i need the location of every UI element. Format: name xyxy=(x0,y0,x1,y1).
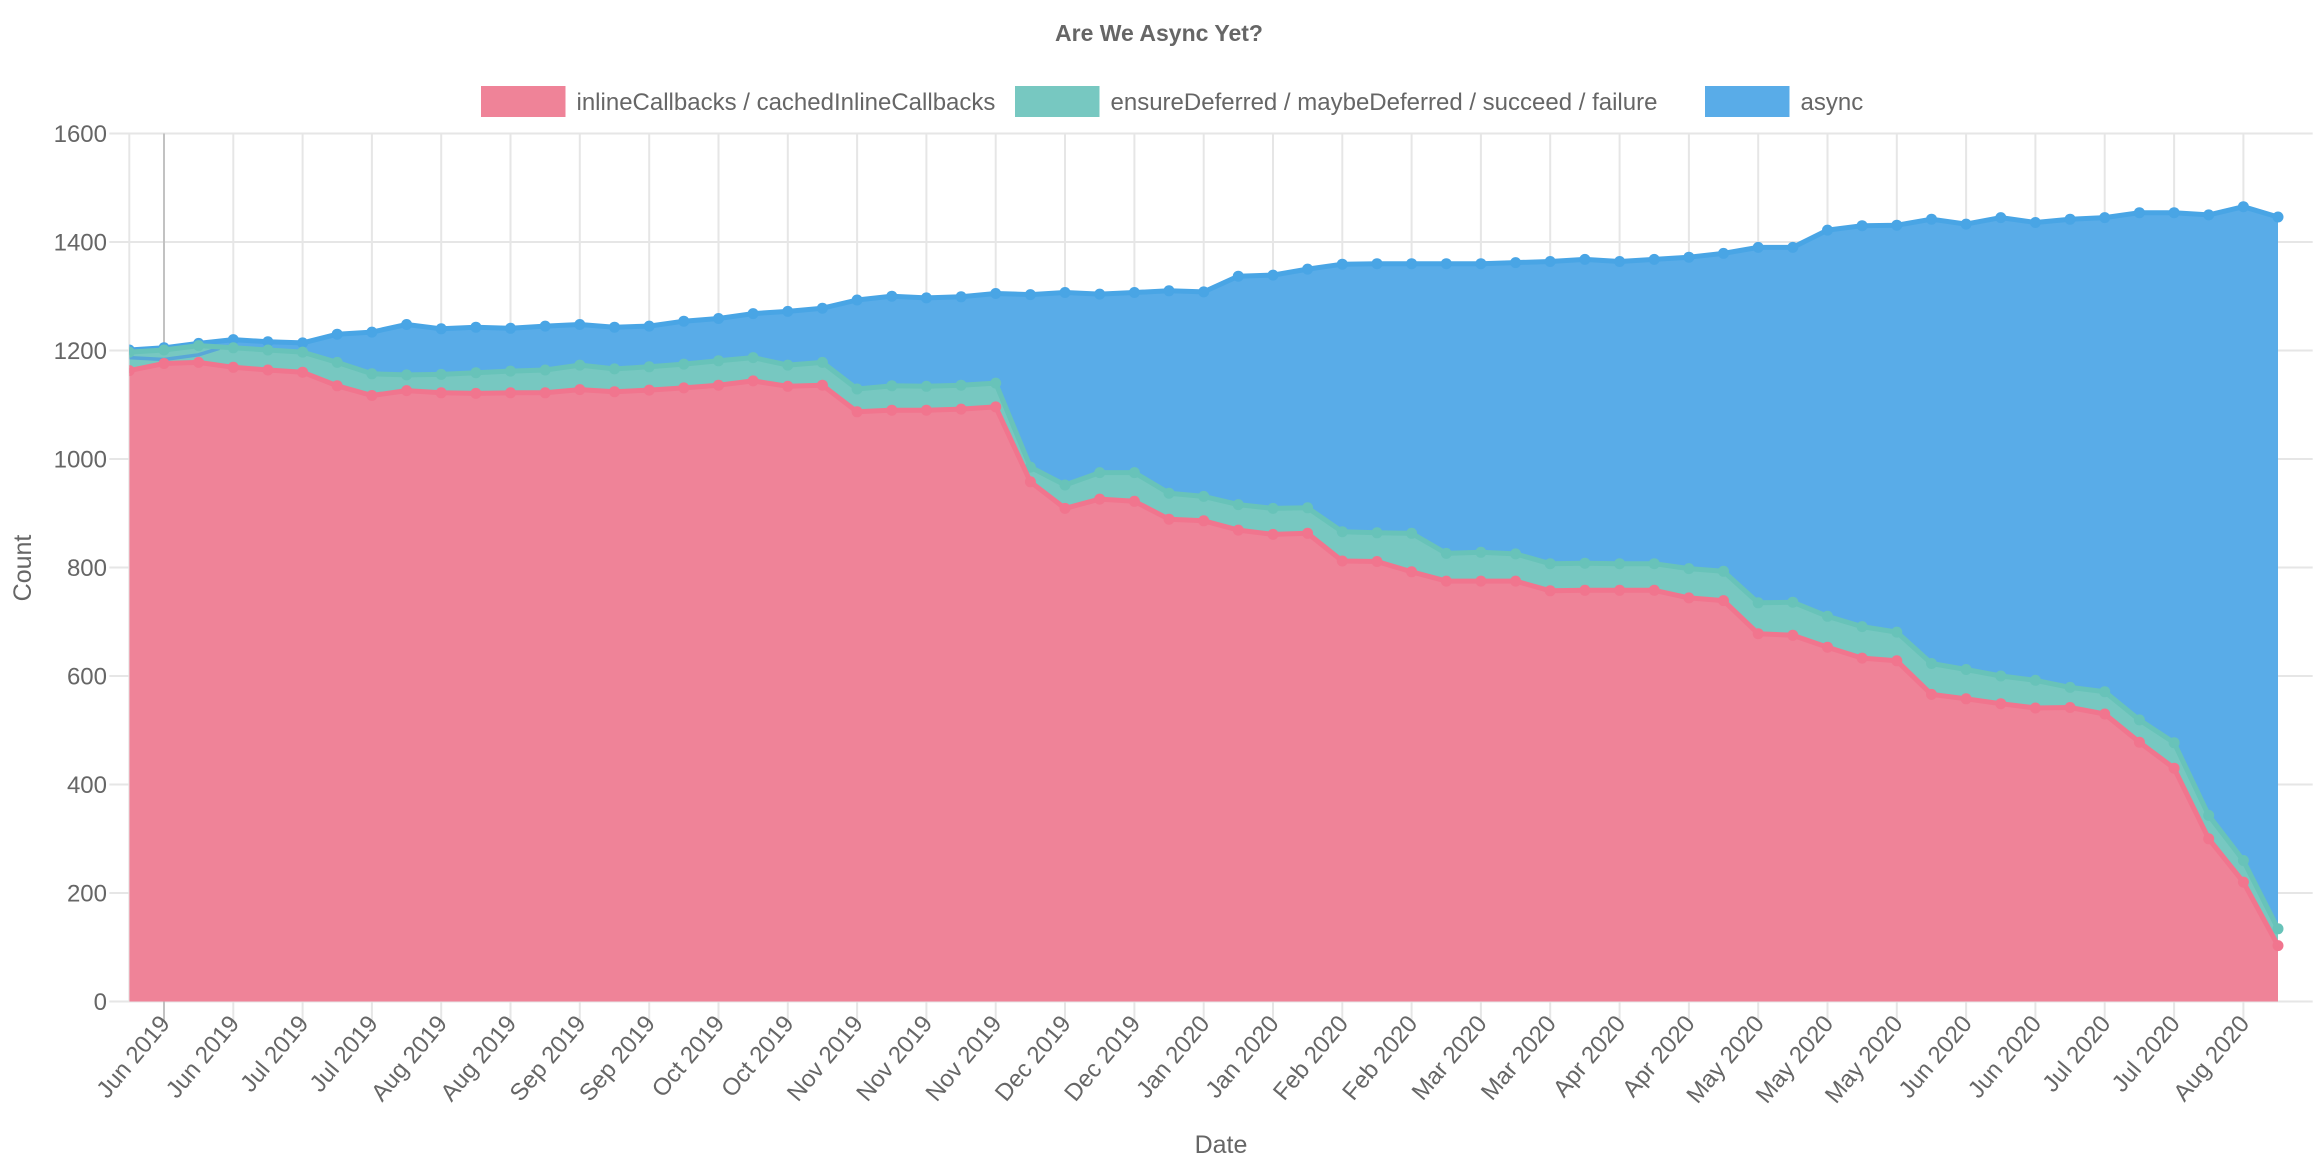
svg-text:600: 600 xyxy=(67,664,107,691)
svg-text:async: async xyxy=(1801,89,1864,116)
svg-text:800: 800 xyxy=(67,555,107,582)
svg-text:1200: 1200 xyxy=(54,338,107,365)
svg-text:1400: 1400 xyxy=(54,230,107,257)
svg-text:Are We Async Yet?: Are We Async Yet? xyxy=(1055,20,1263,46)
svg-text:1600: 1600 xyxy=(54,121,107,148)
svg-text:Date: Date xyxy=(1195,1131,1248,1158)
svg-text:Count: Count xyxy=(9,535,37,602)
svg-text:1000: 1000 xyxy=(54,447,107,474)
svg-text:200: 200 xyxy=(67,881,107,908)
svg-text:0: 0 xyxy=(94,989,107,1016)
svg-text:400: 400 xyxy=(67,772,107,799)
svg-text:inlineCallbacks / cachedInline: inlineCallbacks / cachedInlineCallbacks xyxy=(577,89,996,116)
svg-text:ensureDeferred / maybeDeferred: ensureDeferred / maybeDeferred / succeed… xyxy=(1111,89,1658,116)
